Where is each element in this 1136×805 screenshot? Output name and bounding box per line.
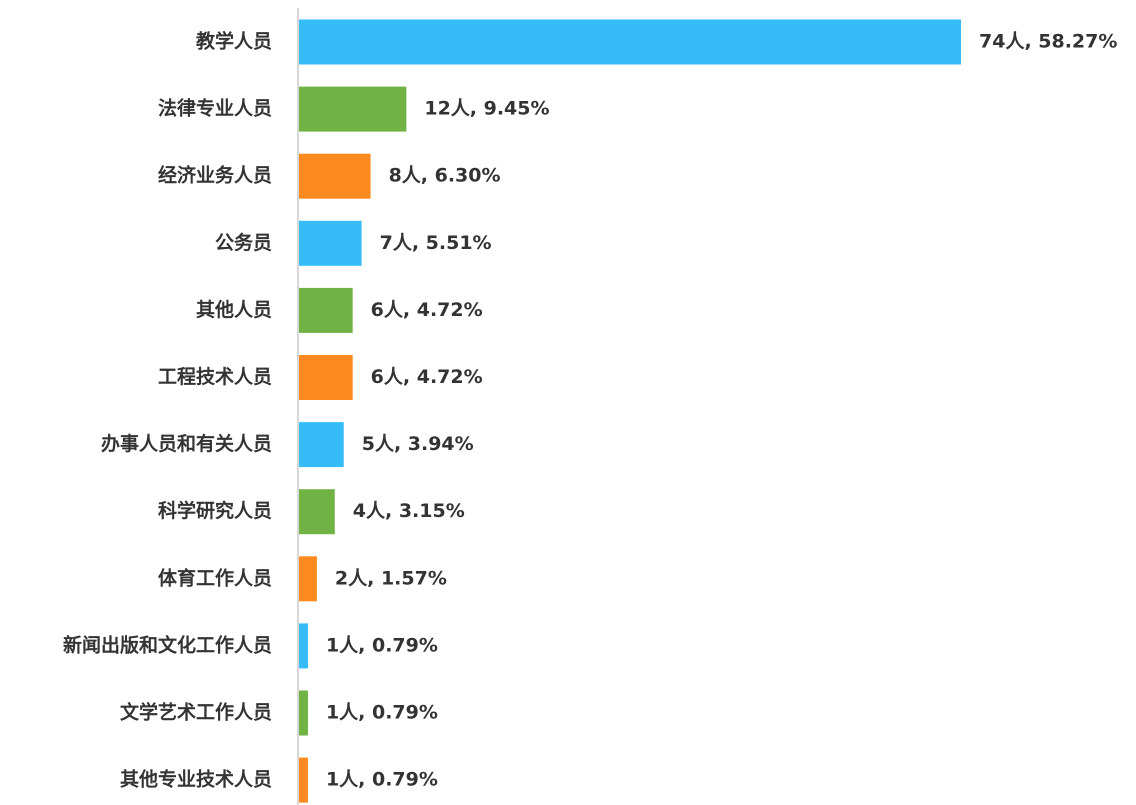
value-label: 6人, 4.72%	[371, 299, 483, 321]
value-label: 8人, 6.30%	[389, 165, 501, 187]
bar	[299, 422, 344, 468]
category-label: 其他人员	[196, 298, 272, 321]
bar	[299, 355, 353, 400]
value-label: 2人, 1.57%	[335, 567, 447, 589]
category-label: 文学艺术工作人员	[120, 701, 272, 724]
category-label: 公务员	[215, 231, 272, 254]
category-label: 办事人员和有关人员	[101, 432, 272, 455]
category-label: 经济业务人员	[158, 164, 272, 187]
value-label: 7人, 5.51%	[380, 232, 492, 254]
category-label: 其他专业技术人员	[120, 768, 272, 791]
bar	[299, 287, 353, 333]
category-label: 科学研究人员	[158, 499, 272, 522]
bar	[299, 757, 308, 803]
bar	[299, 489, 335, 535]
value-label: 1人, 0.79%	[326, 634, 438, 656]
category-label: 教学人员	[196, 30, 272, 53]
value-label: 1人, 0.79%	[326, 769, 438, 791]
bar	[299, 86, 407, 132]
bar	[299, 153, 371, 199]
bar	[299, 623, 308, 669]
value-label: 6人, 4.72%	[371, 366, 483, 388]
bar	[299, 220, 362, 266]
category-label: 工程技术人员	[158, 365, 272, 388]
value-label: 5人, 3.94%	[362, 433, 474, 455]
bar	[299, 690, 308, 736]
value-label: 12人, 9.45%	[424, 98, 549, 120]
value-label: 1人, 0.79%	[326, 702, 438, 724]
bar	[299, 19, 961, 65]
category-label: 体育工作人员	[158, 566, 272, 589]
bar	[299, 556, 317, 602]
value-label: 74人, 58.27%	[979, 31, 1117, 53]
category-label: 法律专业人员	[158, 97, 272, 120]
value-label: 4人, 3.15%	[353, 500, 465, 522]
category-label: 新闻出版和文化工作人员	[63, 633, 272, 656]
